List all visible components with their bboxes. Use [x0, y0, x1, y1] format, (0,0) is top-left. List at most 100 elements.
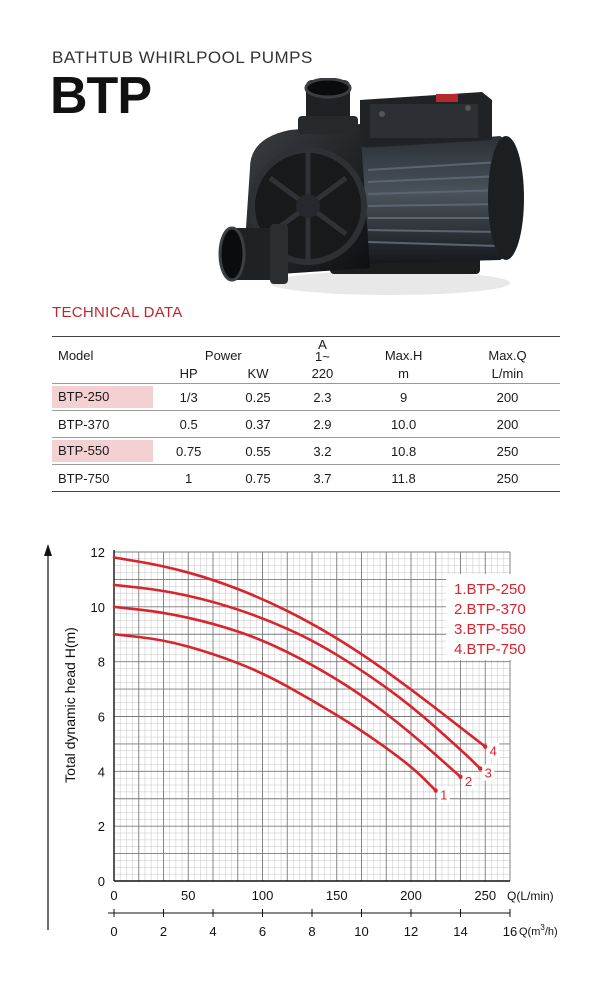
y-tick-label: 8	[98, 655, 105, 670]
row-model: BTP-750	[58, 470, 110, 486]
technical-data-table: Model Power A 1~ Max.H Max.Q HP KW 220 m…	[52, 336, 560, 492]
header-hp: HP	[179, 365, 198, 381]
x-tick-label-m3h: 4	[209, 924, 216, 939]
chart-axes	[44, 544, 511, 930]
curve-label: 3	[485, 766, 492, 781]
row-maxh: 10.0	[352, 410, 456, 438]
legend-item: 4.BTP-750	[454, 641, 526, 658]
curve-label: 1	[440, 788, 447, 803]
row-model: BTP-250	[52, 386, 153, 408]
x-axis-m3h-label-sup: 3	[540, 923, 545, 932]
header-kw: KW	[247, 365, 269, 381]
x-tick-label-lpm: 0	[110, 888, 117, 903]
table-row: BTP-370 0.5 0.37 2.9 10.0 200	[52, 410, 560, 438]
x-axis-m3h-label-main: Q(m	[519, 926, 540, 938]
curve-line	[112, 556, 487, 748]
row-maxh: 10.8	[352, 437, 456, 465]
row-maxq: 200	[455, 410, 560, 438]
x-tick-label-m3h: 16	[503, 924, 517, 939]
row-maxh: 11.8	[352, 464, 456, 492]
x-axis-lpm-label: Q(L/min)	[507, 889, 554, 903]
legend-item: 3.BTP-550	[454, 621, 526, 638]
table-row: BTP-250 1/3 0.25 2.3 9 200	[52, 383, 560, 411]
x-tick-label-m3h: 6	[259, 924, 266, 939]
row-maxh: 9	[352, 383, 456, 411]
table-header-row: Model Power A 1~ Max.H Max.Q	[52, 336, 560, 364]
x-tick-label-lpm: 200	[400, 888, 422, 903]
x-tick-label-m3h: 0	[110, 924, 117, 939]
row-amp: 2.3	[292, 383, 353, 411]
y-tick-label: 6	[98, 710, 105, 725]
curve-label-bg	[462, 772, 475, 789]
header-maxh-unit: m	[398, 365, 410, 381]
header-voltage: 220	[311, 365, 334, 381]
chart-legend: 1.BTP-250 2.BTP-370 3.BTP-550 4.BTP-750	[446, 574, 544, 660]
header-current: A 1~	[292, 336, 353, 364]
row-kw: 0.55	[223, 437, 293, 465]
table-row: BTP-750 1 0.75 3.7 11.8 250	[52, 464, 560, 492]
curve-label-bg	[482, 764, 495, 781]
row-kw: 0.37	[223, 410, 293, 438]
x-tick-label-lpm: 250	[474, 888, 496, 903]
row-amp: 3.7	[292, 464, 353, 492]
page-subtitle: BATHTUB WHIRLPOOL PUMPS	[52, 48, 313, 67]
table-unit-row: HP KW 220 m L/min	[52, 363, 560, 384]
y-tick-label: 10	[91, 600, 105, 615]
header-current-unit: A	[318, 337, 327, 352]
row-model: BTP-550	[52, 440, 153, 462]
legend-item: 2.BTP-370	[454, 601, 526, 618]
legend-item: 1.BTP-250	[454, 581, 526, 598]
x-tick-label-m3h: 14	[453, 924, 467, 939]
header-power: Power	[154, 336, 293, 363]
curve-end-point	[458, 774, 463, 780]
y-tick-label: 2	[98, 819, 105, 834]
y-axis-arrow-icon	[44, 544, 52, 556]
row-kw: 0.25	[223, 383, 293, 411]
row-hp: 0.5	[154, 410, 224, 438]
y-axis-label: Total dynamic head H(m)	[62, 627, 78, 783]
row-maxq: 250	[455, 437, 560, 465]
page-title: BTP	[50, 67, 152, 125]
curve-label-bg	[487, 742, 500, 759]
x-tick-label-lpm: 100	[252, 888, 274, 903]
row-hp: 1/3	[154, 383, 224, 411]
row-amp: 2.9	[292, 410, 353, 438]
row-model: BTP-370	[58, 416, 110, 432]
x-axis-m3h-label-end: /h)	[545, 926, 558, 938]
whirlpool-pump-illustration	[218, 78, 524, 295]
curve-label-bg	[437, 786, 450, 803]
curve-label: 4	[490, 744, 497, 759]
curve-line	[112, 605, 462, 779]
row-maxq: 200	[455, 383, 560, 411]
curve-label: 2	[465, 774, 472, 789]
header-current-phase: 1~	[315, 349, 330, 364]
y-tick-label: 0	[98, 874, 105, 889]
y-tick-label: 12	[91, 545, 105, 560]
x-tick-label-m3h: 12	[404, 924, 418, 939]
row-maxq: 250	[455, 464, 560, 492]
row-amp: 3.2	[292, 437, 353, 465]
row-kw: 0.75	[223, 464, 293, 492]
x-tick-label-lpm: 150	[326, 888, 348, 903]
curve-end-point	[478, 766, 483, 771]
header-model: Model	[52, 336, 154, 363]
x-tick-label-m3h: 10	[354, 924, 368, 939]
curve-end-point	[483, 744, 488, 749]
x-tick-label-lpm: 50	[181, 888, 195, 903]
chart-curves	[112, 556, 488, 793]
row-hp: 0.75	[154, 437, 224, 465]
x-tick-label-m3h: 2	[160, 924, 167, 939]
header-maxq: Max.Q	[455, 336, 560, 363]
row-hp: 1	[154, 464, 224, 492]
header-maxq-unit: L/min	[491, 365, 524, 381]
curve-line	[112, 583, 482, 770]
y-tick-label: 4	[98, 764, 105, 779]
x-axis-m3h-label: Q(m3/h)	[519, 923, 558, 938]
curve-line	[112, 632, 438, 792]
table-row: BTP-550 0.75 0.55 3.2 10.8 250	[52, 437, 560, 465]
curve-end-point	[433, 788, 438, 793]
x-tick-label-m3h: 8	[308, 924, 315, 939]
technical-data-heading: TECHNICAL DATA	[52, 304, 183, 321]
